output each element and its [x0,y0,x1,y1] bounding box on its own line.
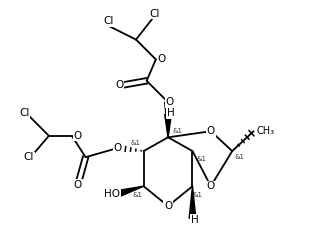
Text: H: H [191,215,199,225]
Text: H: H [167,108,174,118]
Text: HO: HO [104,189,120,199]
Polygon shape [189,186,196,218]
Text: O: O [207,126,215,136]
Text: O: O [207,181,215,191]
Polygon shape [117,186,144,197]
Text: O: O [74,180,82,190]
Text: &1: &1 [197,156,207,162]
Text: O: O [158,55,166,64]
Text: O: O [164,201,172,211]
Text: O: O [115,80,123,90]
Text: O: O [165,97,174,107]
Text: Cl: Cl [19,108,30,118]
Text: O: O [73,131,82,141]
Text: &1: &1 [172,128,182,134]
Text: &1: &1 [131,139,141,145]
Polygon shape [165,102,171,137]
Polygon shape [165,114,171,137]
Text: Cl: Cl [149,9,159,19]
Text: O: O [114,143,122,153]
Text: Cl: Cl [103,16,114,26]
Text: Cl: Cl [24,152,34,162]
Text: &1: &1 [133,192,143,198]
Text: CH₃: CH₃ [256,126,274,136]
Text: &1: &1 [235,154,245,160]
Text: &1: &1 [192,192,202,198]
